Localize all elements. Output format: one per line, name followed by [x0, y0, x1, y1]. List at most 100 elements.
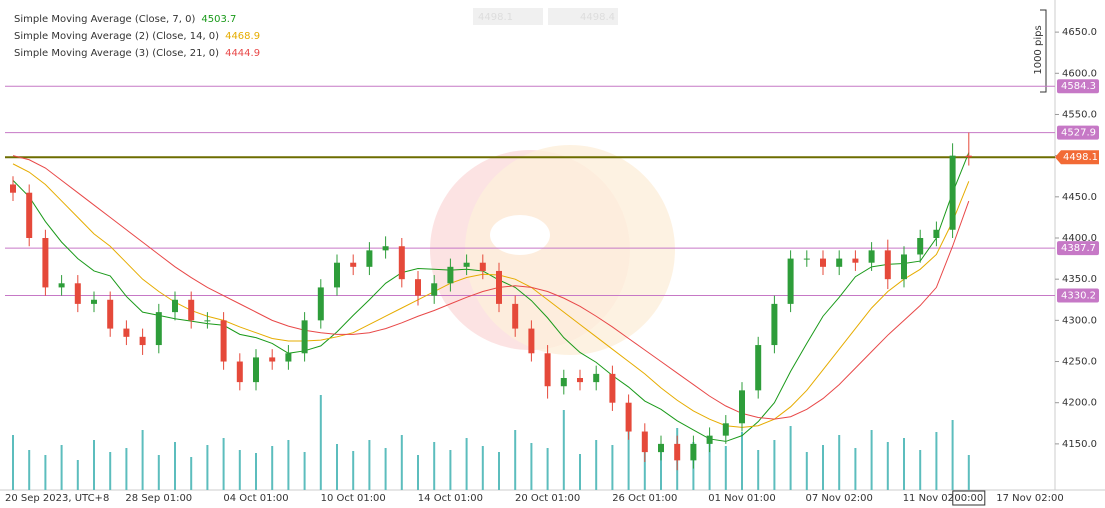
volume-bar — [724, 446, 727, 490]
y-tick-label: 4200.0 — [1062, 398, 1097, 409]
volume-bar — [789, 426, 792, 490]
plot-area — [5, 85, 1055, 490]
y-tick-label: 4250.0 — [1062, 357, 1097, 368]
candle-body — [901, 254, 907, 280]
candle-body — [641, 431, 648, 453]
candle-body — [58, 283, 65, 288]
volume-bar — [109, 452, 112, 490]
volume-bar — [60, 445, 63, 490]
candle-body — [285, 353, 292, 362]
volume-bar — [481, 446, 484, 490]
candle-body — [836, 258, 843, 267]
volume-bar — [417, 455, 419, 490]
candle-body — [415, 279, 421, 296]
candle-body — [803, 258, 810, 260]
volume-bar — [919, 450, 922, 490]
volume-bar — [465, 438, 468, 490]
volume-bar — [400, 435, 403, 490]
candle-body — [123, 328, 130, 337]
candle-body — [884, 250, 891, 280]
candle-body — [220, 320, 227, 362]
candle-body — [755, 345, 762, 391]
y-tick-label: 4600.0 — [1062, 68, 1097, 79]
candle-body — [949, 155, 956, 230]
legend-name: Simple Moving Average (Close, 7, 0) — [14, 14, 195, 25]
buy-button[interactable] — [548, 8, 618, 25]
candle-body — [42, 238, 49, 288]
volume-bar — [903, 438, 905, 490]
candle-body — [204, 320, 211, 322]
volume-bar — [514, 430, 517, 490]
candle-body — [139, 336, 146, 346]
volume-bar — [773, 440, 776, 490]
volume-bar — [141, 430, 144, 490]
candle-body — [577, 378, 583, 383]
volume-bar — [449, 450, 452, 490]
x-tick-label: 20 Sep 2023, UTC+8 — [5, 493, 109, 504]
y-tick-label: 4550.0 — [1062, 109, 1097, 120]
legend-name: Simple Moving Average (2) (Close, 14, 0) — [14, 31, 219, 42]
volume-bar — [627, 412, 630, 490]
volume-bar — [271, 446, 274, 490]
candle-body — [479, 262, 486, 271]
x-cursor-box — [952, 490, 986, 506]
x-tick-label: 00:00 — [954, 493, 983, 504]
volume-bar — [222, 438, 225, 490]
x-tick-label: 07 Nov 02:00 — [805, 493, 872, 504]
volume-bar — [660, 450, 662, 490]
volume-bar — [12, 435, 14, 490]
x-tick-label: 01 Nov 01:00 — [708, 493, 775, 504]
candle-body — [512, 303, 519, 329]
candle-body — [965, 155, 972, 158]
volume-bar — [595, 440, 598, 490]
ruler-label: 1000 pips — [1033, 25, 1044, 74]
candle-body — [253, 357, 259, 383]
x-tick-label: 20 Oct 01:00 — [515, 493, 580, 504]
candle-body — [868, 250, 875, 263]
candle-body — [625, 402, 632, 432]
candle-body — [107, 299, 114, 329]
candle-body — [609, 373, 616, 403]
level-label-box — [1057, 241, 1099, 256]
candle-body — [787, 258, 794, 304]
candle-body — [674, 443, 681, 461]
candle-body — [560, 378, 567, 387]
x-tick-label: 28 Sep 01:00 — [125, 493, 192, 504]
candle-body — [188, 299, 195, 321]
volume-bar — [579, 454, 581, 490]
y-tick-label: 4150.0 — [1062, 439, 1097, 450]
volume-bar — [870, 430, 873, 490]
ma-line — [12, 152, 970, 442]
candle-body — [820, 258, 826, 267]
volume-bar — [206, 445, 209, 490]
volume-bar — [384, 448, 387, 490]
candle-body — [463, 262, 470, 267]
candle-body — [544, 353, 551, 387]
candle-body — [658, 443, 664, 453]
volume-bar — [303, 452, 306, 490]
volume-bar — [157, 455, 160, 490]
legend-value: 4503.7 — [201, 14, 236, 25]
y-tick-label: 4350.0 — [1062, 274, 1097, 285]
candle-body — [269, 357, 276, 362]
ruler — [1040, 9, 1047, 93]
volume-bar — [967, 455, 970, 490]
candle-body — [155, 312, 162, 346]
volume-bar — [125, 448, 128, 490]
y-tick-label: 4450.0 — [1062, 192, 1097, 203]
candle-body — [366, 250, 373, 267]
x-tick-label: 17 Nov 02:00 — [996, 493, 1063, 504]
x-tick-label: 04 Oct 01:00 — [223, 493, 288, 504]
candle-body — [852, 258, 859, 263]
volume-bar — [287, 440, 290, 490]
candle-body — [334, 262, 340, 288]
volume-bar — [336, 444, 338, 490]
volume-bar — [822, 445, 824, 490]
volume-bar — [190, 457, 193, 490]
volume-bar — [368, 440, 371, 490]
volume-bar — [28, 450, 31, 490]
candle-body — [771, 303, 778, 346]
x-tick-label: 11 Nov 02:00 — [903, 493, 970, 504]
candle-body — [431, 283, 438, 296]
sell-button[interactable] — [473, 8, 543, 25]
